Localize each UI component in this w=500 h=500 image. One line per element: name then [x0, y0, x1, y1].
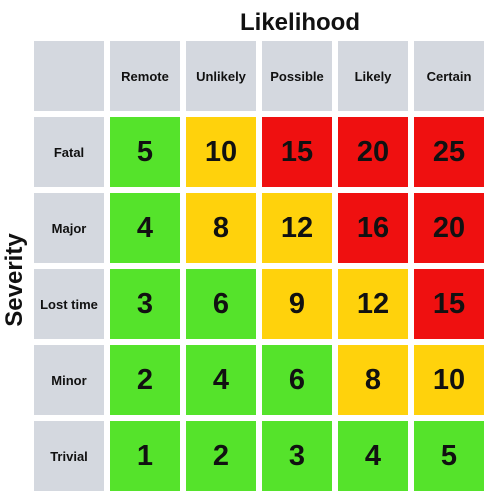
- matrix-corner-cell: [34, 41, 104, 111]
- risk-cell: 20: [338, 117, 408, 187]
- risk-cell: 15: [262, 117, 332, 187]
- risk-cell: 4: [338, 421, 408, 491]
- risk-cell: 8: [338, 345, 408, 415]
- likelihood-header-remote: Remote: [110, 41, 180, 111]
- risk-cell: 4: [186, 345, 256, 415]
- risk-cell: 5: [414, 421, 484, 491]
- likelihood-header-unlikely: Unlikely: [186, 41, 256, 111]
- risk-cell: 12: [262, 193, 332, 263]
- severity-axis-title: Severity: [1, 233, 28, 327]
- risk-cell: 2: [186, 421, 256, 491]
- risk-cell: 9: [262, 269, 332, 339]
- risk-cell: 6: [262, 345, 332, 415]
- risk-cell: 5: [110, 117, 180, 187]
- risk-cell: 1: [110, 421, 180, 491]
- severity-header-trivial: Trivial: [34, 421, 104, 491]
- likelihood-header-possible: Possible: [262, 41, 332, 111]
- risk-cell: 3: [110, 269, 180, 339]
- risk-cell: 4: [110, 193, 180, 263]
- severity-header-fatal: Fatal: [34, 117, 104, 187]
- risk-cell: 10: [414, 345, 484, 415]
- risk-cell: 10: [186, 117, 256, 187]
- risk-cell: 20: [414, 193, 484, 263]
- likelihood-axis-title: Likelihood: [240, 9, 360, 36]
- risk-cell: 8: [186, 193, 256, 263]
- risk-cell: 3: [262, 421, 332, 491]
- severity-header-minor: Minor: [34, 345, 104, 415]
- likelihood-header-likely: Likely: [338, 41, 408, 111]
- risk-cell: 2: [110, 345, 180, 415]
- risk-matrix: Remote Unlikely Possible Likely Certain …: [34, 41, 484, 491]
- likelihood-header-certain: Certain: [414, 41, 484, 111]
- severity-header-lost-time: Lost time: [34, 269, 104, 339]
- risk-cell: 15: [414, 269, 484, 339]
- risk-cell: 25: [414, 117, 484, 187]
- severity-header-major: Major: [34, 193, 104, 263]
- risk-cell: 12: [338, 269, 408, 339]
- risk-cell: 16: [338, 193, 408, 263]
- risk-cell: 6: [186, 269, 256, 339]
